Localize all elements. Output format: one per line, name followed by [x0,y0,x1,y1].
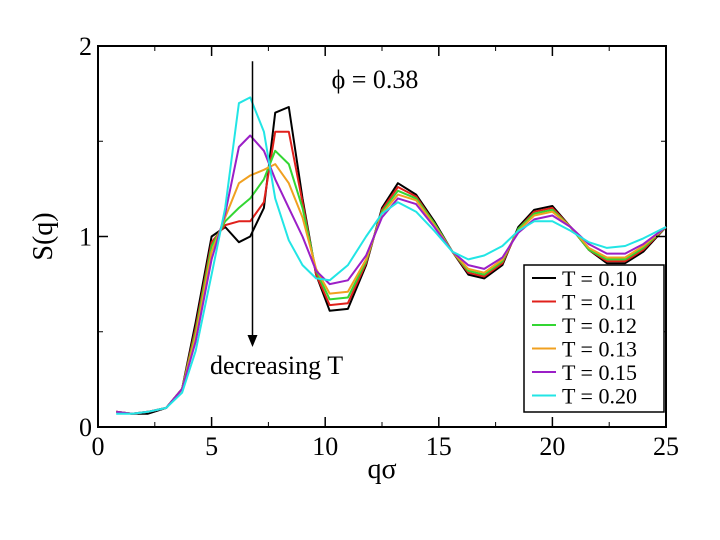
x-tick-label: 10 [312,432,338,461]
axis-layer: 0 5 10 15 20 25 0 1 2 [79,32,679,461]
legend-label: T = 0.10 [562,266,637,291]
x-tick-label: 20 [539,432,565,461]
x-tick-label: 25 [653,432,679,461]
y-tick-label: 2 [79,32,92,61]
phi-annotation: ϕ = 0.38 [332,65,419,94]
annotation-layer: ϕ = 0.38 decreasing T [210,61,418,380]
x-tick-label: 15 [426,432,452,461]
series-line-020 [116,96,667,415]
decreasing-t-annotation: decreasing T [210,351,343,380]
legend-label: T = 0.12 [562,313,637,338]
series-line-015 [116,134,667,415]
decreasing-t-arrowhead [247,334,258,347]
x-axis-label: qσ [367,454,396,485]
legend-label: T = 0.15 [562,360,637,385]
legend-label: T = 0.13 [562,337,637,362]
x-tick-label: 0 [92,432,105,461]
legend: T = 0.10T = 0.11T = 0.12T = 0.13T = 0.15… [523,264,665,413]
y-tick-label: 0 [79,413,92,442]
series-layer [116,96,667,415]
y-axis-label: S(q) [28,212,59,260]
y-tick-label: 1 [79,223,92,252]
x-tick-label: 5 [205,432,218,461]
legend-label: T = 0.20 [562,384,637,409]
series-line-013 [116,163,667,415]
legend-label: T = 0.11 [562,290,636,315]
legend-box [523,264,665,413]
